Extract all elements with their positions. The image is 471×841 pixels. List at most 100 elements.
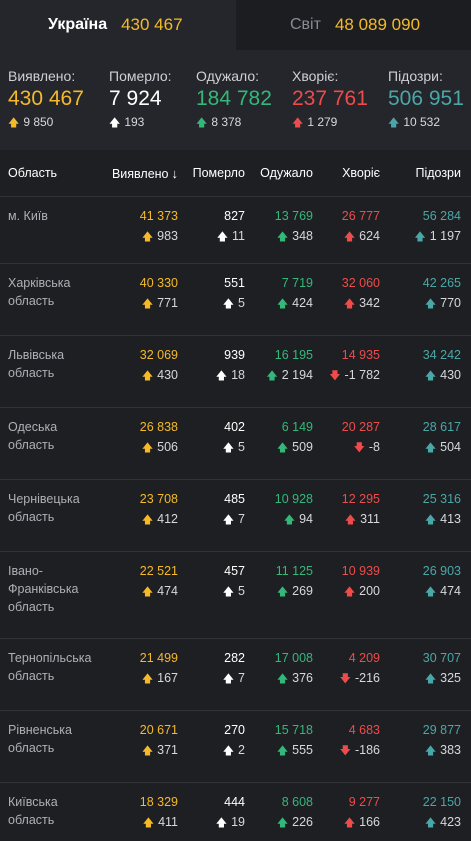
- suspected-delta: 🡅 430: [425, 367, 461, 384]
- tab-ukraine-count: 430 467: [121, 15, 183, 34]
- detected-value: 23 708: [139, 492, 178, 506]
- sick-delta: 🡅 166: [344, 814, 380, 831]
- arrow-up-icon: 🡅: [276, 673, 289, 685]
- sick-delta-value: 624: [359, 229, 380, 243]
- suspected-value: 30 707: [422, 651, 461, 665]
- sick-delta-value: -1 782: [344, 368, 380, 382]
- country-tabs: Україна 430 467 Світ 48 089 090: [0, 0, 471, 50]
- region-name: Рівненська область: [8, 723, 72, 755]
- stat-died: Померло: 7 924 🡅 193: [109, 68, 172, 133]
- stat-died-delta: 193: [124, 115, 145, 129]
- detected-value: 26 838: [139, 420, 178, 434]
- died-delta: 🡅 19: [216, 814, 245, 831]
- suspected-delta: 🡅 423: [425, 814, 461, 831]
- arrow-up-icon: 🡅: [343, 586, 356, 598]
- region-name: Одеська область: [8, 420, 58, 452]
- table-row[interactable]: м. Київ 41 373 🡅 983 827 🡅 11 13 769 🡅 348 26 777 🡅…: [0, 197, 471, 264]
- col-header-sick[interactable]: Хворіє: [342, 166, 380, 180]
- sick-value: 9 277: [348, 795, 380, 809]
- detected-delta-value: 371: [157, 743, 178, 757]
- died-value: 457: [224, 564, 245, 578]
- died-value: 282: [224, 651, 245, 665]
- tab-world-label: Світ: [290, 16, 321, 33]
- arrow-down-icon: 🡇: [339, 745, 351, 757]
- tab-ukraine[interactable]: Україна 430 467: [0, 0, 236, 50]
- region-name: Тернопільська область: [8, 651, 92, 683]
- recovered-delta: 🡅 555: [277, 742, 313, 759]
- col-header-recovered[interactable]: Одужало: [260, 166, 313, 180]
- detected-delta-value: 412: [157, 512, 178, 526]
- recovered-delta-value: 226: [292, 815, 313, 829]
- sick-delta-value: -8: [368, 440, 380, 454]
- col-header-suspected[interactable]: Підозри: [415, 166, 461, 180]
- arrow-up-icon: 🡅: [424, 298, 437, 310]
- arrow-up-icon: 🡅: [141, 745, 154, 757]
- arrow-up-icon: 🡅: [283, 514, 296, 526]
- stat-recovered-label: Одужало:: [196, 68, 260, 84]
- stat-suspected: Підозри: 506 951 🡅 10 532: [388, 68, 464, 133]
- table-row[interactable]: Івано-Франківська область 22 521 🡅 474 457 🡅 5…: [0, 552, 471, 639]
- table-body: м. Київ 41 373 🡅 983 827 🡅 11 13 769 🡅 348 26 777 🡅…: [0, 197, 471, 841]
- regions-table: Область Виявлено ↓ Померло Одужало Хворіє…: [0, 150, 471, 841]
- arrow-up-icon: 🡅: [222, 442, 235, 454]
- died-delta-value: 18: [231, 368, 245, 382]
- region-name: Львівська область: [8, 348, 65, 380]
- arrow-up-icon: 🡅: [343, 298, 356, 310]
- recovered-delta: 🡅 509: [277, 439, 313, 456]
- arrow-up-icon: 🡅: [388, 117, 400, 129]
- col-header-region[interactable]: Область: [8, 166, 58, 180]
- died-delta: 🡅 5: [223, 583, 245, 600]
- sick-delta-value: -186: [354, 743, 380, 757]
- sick-delta: 🡅 311: [345, 511, 380, 528]
- tab-world[interactable]: Світ 48 089 090: [236, 0, 471, 50]
- recovered-value: 16 195: [274, 348, 313, 362]
- suspected-delta-value: 430: [440, 368, 461, 382]
- recovered-value: 7 719: [281, 276, 313, 290]
- detected-delta: 🡅 430: [142, 367, 178, 384]
- arrow-up-icon: 🡅: [344, 514, 357, 526]
- suspected-delta-value: 770: [440, 296, 461, 310]
- table-row[interactable]: Львівська область 32 069 🡅 430 939 🡅 18 16 195 🡅…: [0, 336, 471, 408]
- arrow-up-icon: 🡅: [276, 745, 289, 757]
- arrow-up-icon: 🡅: [424, 673, 437, 685]
- table-row[interactable]: Київська область 18 329 🡅 411 444 🡅 19 8 608 🡅 22…: [0, 783, 471, 841]
- recovered-delta-value: 94: [299, 512, 313, 526]
- table-row[interactable]: Рівненська область 20 671 🡅 371 270 🡅 2 15 718 🡅…: [0, 711, 471, 783]
- detected-delta: 🡅 771: [142, 295, 178, 312]
- detected-value: 21 499: [139, 651, 178, 665]
- arrow-up-icon: 🡅: [222, 745, 235, 757]
- sick-value: 32 060: [341, 276, 380, 290]
- suspected-value: 26 903: [422, 564, 461, 578]
- arrow-up-icon: 🡅: [424, 586, 437, 598]
- suspected-delta: 🡅 1 197: [414, 228, 461, 245]
- recovered-delta-value: 509: [292, 440, 313, 454]
- died-delta-value: 11: [232, 229, 245, 243]
- died-value: 402: [224, 420, 245, 434]
- died-value: 551: [224, 276, 245, 290]
- arrow-up-icon: 🡅: [424, 370, 437, 382]
- table-row[interactable]: Одеська область 26 838 🡅 506 402 🡅 5 6 149 🡅 509 2…: [0, 408, 471, 480]
- arrow-up-icon: 🡅: [266, 370, 278, 382]
- col-header-detected[interactable]: Виявлено ↓: [112, 166, 178, 181]
- detected-delta-value: 474: [157, 584, 178, 598]
- arrow-up-icon: 🡅: [215, 370, 228, 382]
- table-row[interactable]: Харківська область 40 330 🡅 771 551 🡅 5 7 719 🡅 4…: [0, 264, 471, 336]
- arrow-up-icon: 🡅: [276, 817, 289, 829]
- died-value: 444: [224, 795, 245, 809]
- arrow-up-icon: 🡅: [141, 442, 154, 454]
- table-row[interactable]: Тернопільська область 21 499 🡅 167 282 🡅 7 17 0…: [0, 639, 471, 711]
- detected-delta: 🡅 412: [142, 511, 178, 528]
- sick-delta: 🡅 342: [344, 295, 380, 312]
- arrow-up-icon: 🡅: [276, 586, 289, 598]
- table-row[interactable]: Чернівецька область 23 708 🡅 412 485 🡅 7 10 928…: [0, 480, 471, 552]
- suspected-delta: 🡅 504: [425, 439, 461, 456]
- summary-panel: Виявлено: 430 467 🡅 9 850 Померло: 7 924 …: [0, 50, 471, 148]
- suspected-delta-value: 474: [440, 584, 461, 598]
- recovered-value: 6 149: [281, 420, 313, 434]
- stat-suspected-delta: 10 532: [403, 115, 441, 129]
- col-header-died[interactable]: Померло: [192, 166, 245, 180]
- sick-value: 4 209: [348, 651, 380, 665]
- detected-value: 20 671: [139, 723, 178, 737]
- suspected-delta-value: 423: [440, 815, 461, 829]
- arrow-up-icon: 🡅: [424, 442, 437, 454]
